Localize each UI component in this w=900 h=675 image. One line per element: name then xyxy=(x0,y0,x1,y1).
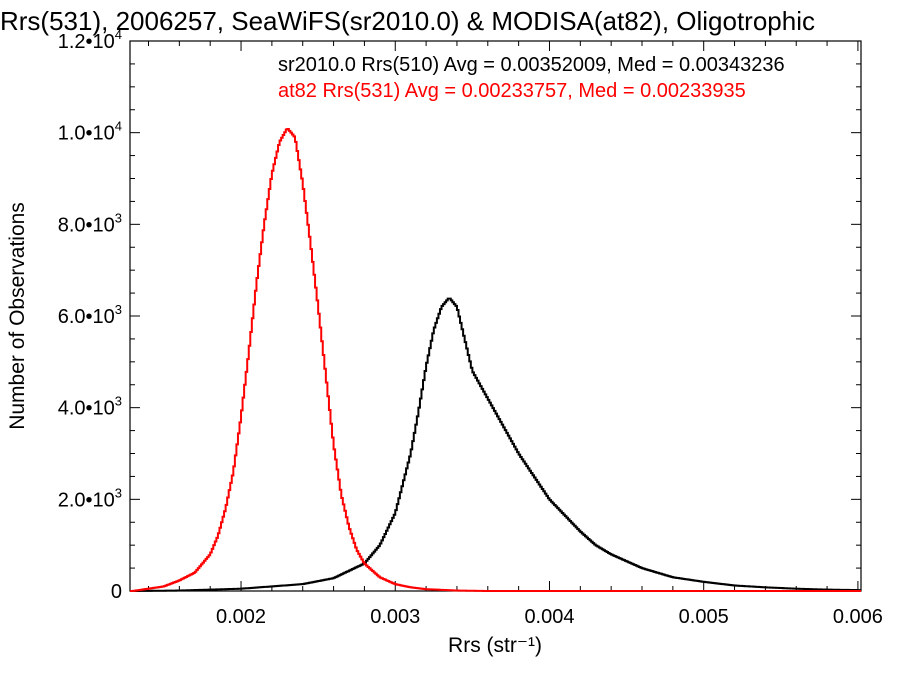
x-tick-label: 0.006 xyxy=(833,606,883,628)
y-tick-label: 2.0•103 xyxy=(58,485,122,511)
x-axis-label: Rrs (str⁻¹) xyxy=(448,634,542,657)
x-tick-label: 0.005 xyxy=(679,606,729,628)
y-tick-label: 1.2•104 xyxy=(58,27,122,53)
y-tick-label: 8.0•103 xyxy=(58,210,122,236)
y-tick-label: 0 xyxy=(111,581,122,603)
plot-frame xyxy=(129,40,862,592)
chart-title: Rrs(531), 2006257, SeaWiFS(sr2010.0) & M… xyxy=(0,6,815,36)
y-axis: 0 2.0•103 4.0•103 6.0•103 8.0•103 1.0•104 1.2•… xyxy=(58,27,861,603)
series-layer xyxy=(130,128,861,592)
x-tick-label: 0.002 xyxy=(216,606,266,628)
y-axis-label: Number of Observations xyxy=(6,202,29,430)
y-tick-label: 6.0•103 xyxy=(58,302,122,328)
series-line-sr2010 xyxy=(130,297,861,592)
y-tick-label: 1.0•104 xyxy=(58,119,122,145)
x-tick-label: 0.004 xyxy=(524,606,574,628)
y-tick-label: 4.0•103 xyxy=(58,394,122,420)
x-axis: 0.002 0.003 0.004 0.005 0.006 xyxy=(148,41,883,628)
x-tick-label: 0.003 xyxy=(370,606,420,628)
legend-entry-at82: at82 Rrs(531) Avg = 0.00233757, Med = 0.… xyxy=(278,80,746,102)
legend-entry-sr2010: sr2010.0 Rrs(510) Avg = 0.00352009, Med … xyxy=(278,54,785,76)
series-line-at82 xyxy=(130,128,861,592)
